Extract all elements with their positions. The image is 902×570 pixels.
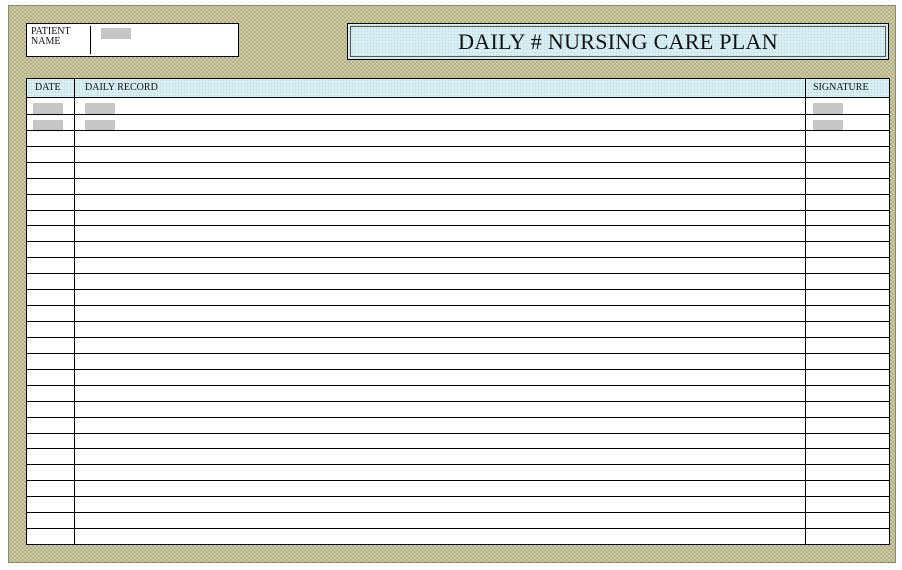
table-row-line <box>27 210 889 211</box>
table-row-line <box>27 401 889 402</box>
table-rows <box>27 98 889 544</box>
table-row-line <box>27 496 889 497</box>
row-2-record-redacted <box>85 120 115 131</box>
patient-name-value-redacted <box>101 28 131 39</box>
table-row-line <box>27 385 889 386</box>
daily-record-table: DATE DAILY RECORD SIGNATURE <box>26 78 890 545</box>
table-row-line <box>27 114 889 115</box>
table-row-line <box>27 433 889 434</box>
table-row-line <box>27 162 889 163</box>
patient-name-divider <box>90 26 91 54</box>
page-title: DAILY # NURSING CARE PLAN <box>458 29 778 54</box>
column-divider-date <box>74 79 75 544</box>
row-1-record-redacted <box>85 103 115 114</box>
table-row-line <box>27 480 889 481</box>
table-row-line <box>27 512 889 513</box>
table-row-line <box>27 289 889 290</box>
table-row-line <box>27 353 889 354</box>
table-row-line <box>27 178 889 179</box>
table-row-line <box>27 464 889 465</box>
table-row-line <box>27 257 889 258</box>
table-row-line <box>27 321 889 322</box>
table-row-line <box>27 417 889 418</box>
title-inner-border <box>350 26 886 57</box>
table-row-line <box>27 194 889 195</box>
row-2-signature-redacted <box>813 120 843 131</box>
table-row-line <box>27 241 889 242</box>
title-box: DAILY # NURSING CARE PLAN <box>347 23 889 60</box>
patient-name-box: PATIENT NAME <box>26 23 239 57</box>
table-row-line <box>27 146 889 147</box>
table-row-line <box>27 305 889 306</box>
col-header-daily-record: DAILY RECORD <box>85 82 158 93</box>
row-2-date-redacted <box>33 120 63 131</box>
table-row-line <box>27 448 889 449</box>
table-row-line <box>27 130 889 131</box>
row-1-signature-redacted <box>813 103 843 114</box>
table-row-line <box>27 528 889 529</box>
patient-name-label: PATIENT NAME <box>31 26 71 47</box>
col-header-date: DATE <box>35 82 61 93</box>
table-row-line <box>27 369 889 370</box>
col-header-signature: SIGNATURE <box>813 82 869 93</box>
row-1-date-redacted <box>33 103 63 114</box>
table-row-line <box>27 337 889 338</box>
column-divider-signature <box>805 79 806 544</box>
table-row-line <box>27 273 889 274</box>
table-row-line <box>27 225 889 226</box>
table-header-row: DATE DAILY RECORD SIGNATURE <box>27 79 889 98</box>
